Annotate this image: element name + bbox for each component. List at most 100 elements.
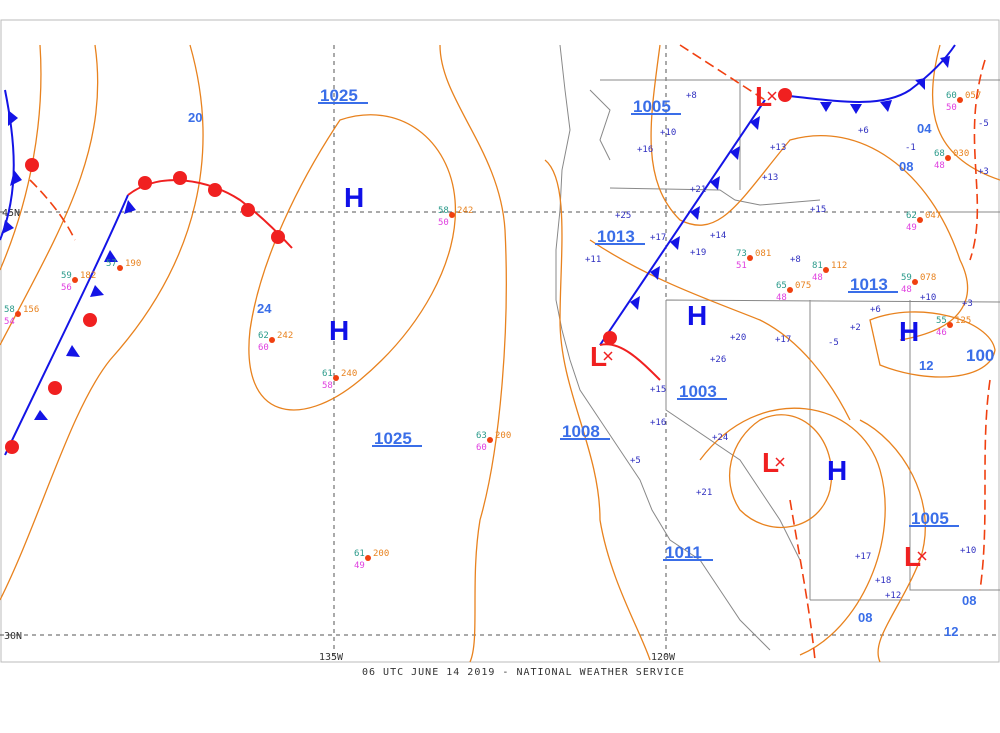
isobar bbox=[439, 44, 507, 663]
pressure-tendency: +17 bbox=[855, 552, 871, 562]
station-pressure: 030 bbox=[953, 149, 969, 159]
isobar-label: 1003 bbox=[679, 382, 717, 401]
station-dewpoint: 58 bbox=[322, 381, 333, 391]
pressure-tendency: +19 bbox=[690, 248, 706, 258]
station-marker bbox=[912, 279, 918, 285]
station-marker bbox=[333, 375, 339, 381]
station-dewpoint: 50 bbox=[946, 103, 957, 113]
pressure-tendency: +15 bbox=[810, 205, 826, 215]
high-pressure-center: H bbox=[344, 182, 364, 213]
station-pressure: 081 bbox=[755, 249, 771, 259]
isobar-label: 1013 bbox=[597, 227, 635, 246]
isobar bbox=[728, 414, 833, 529]
station-dewpoint: 60 bbox=[476, 443, 487, 453]
pressure-tendency: +11 bbox=[585, 255, 601, 265]
station-pressure: 200 bbox=[495, 431, 511, 441]
trough bbox=[969, 59, 986, 261]
station-temperature: 59 bbox=[61, 271, 72, 281]
isobar-label: 1025 bbox=[374, 429, 412, 448]
trough bbox=[29, 179, 76, 241]
pressure-tendency: +10 bbox=[660, 128, 676, 138]
pressure-tendency: +3 bbox=[962, 299, 973, 309]
isobar-label: 1008 bbox=[562, 422, 600, 441]
station-plot: 61 240 58 bbox=[322, 369, 357, 391]
station-temperature: 68 bbox=[934, 149, 945, 159]
station-marker bbox=[365, 555, 371, 561]
station-plots: 58 242 50 59 182 56 57 190 58 156 54 62 242 60 61 240 58… bbox=[4, 91, 981, 571]
pressure-tendency: +16 bbox=[650, 418, 666, 428]
pressure-tendency: +26 bbox=[710, 355, 726, 365]
station-dewpoint: 51 bbox=[736, 261, 747, 271]
lat-30-label: 30N bbox=[4, 631, 22, 642]
high-pressure-center: H bbox=[329, 315, 349, 346]
station-dewpoint: 50 bbox=[438, 218, 449, 228]
isobar-label: 1005 bbox=[633, 97, 671, 116]
graticule bbox=[0, 45, 1000, 655]
isobar-label: 08 bbox=[858, 610, 872, 625]
isobar-label: 1013 bbox=[850, 275, 888, 294]
station-pressure: 047 bbox=[925, 211, 941, 221]
station-dewpoint: 46 bbox=[936, 328, 947, 338]
isobar-label: 24 bbox=[257, 301, 272, 316]
pressure-tendency: +24 bbox=[712, 433, 728, 443]
station-plot: 59 182 56 bbox=[61, 271, 96, 293]
pressure-tendency: +5 bbox=[630, 456, 641, 466]
station-temperature: 65 bbox=[776, 281, 787, 291]
station-temperature: 58 bbox=[438, 206, 449, 216]
station-temperature: 61 bbox=[322, 369, 333, 379]
low-pressure-center: L bbox=[755, 81, 772, 112]
station-pressure: 078 bbox=[920, 273, 936, 283]
isobar-label: 100 bbox=[966, 346, 994, 365]
station-plot: 59 078 48 bbox=[901, 273, 936, 295]
pressure-tendency: +20 bbox=[730, 333, 746, 343]
station-temperature: 58 bbox=[4, 305, 15, 315]
station-dewpoint: 54 bbox=[4, 317, 15, 327]
isobar bbox=[650, 44, 969, 341]
pressure-tendency: +2 bbox=[850, 323, 861, 333]
pressure-tendency: +6 bbox=[858, 126, 869, 136]
station-marker bbox=[72, 277, 78, 283]
station-marker bbox=[945, 155, 951, 161]
isobar-label: 12 bbox=[919, 358, 933, 373]
station-plot: 63 200 60 bbox=[476, 431, 511, 453]
cold-front-triangles bbox=[2, 56, 950, 420]
isobar bbox=[932, 44, 1000, 181]
pressure-tendency: +6 bbox=[870, 305, 881, 315]
warm-front-semicircles bbox=[5, 88, 792, 454]
pressure-tendency: -1 bbox=[905, 143, 916, 153]
station-pressure: 242 bbox=[457, 206, 473, 216]
isobar-1025 bbox=[248, 114, 457, 411]
pressure-tendency: +18 bbox=[875, 576, 891, 586]
station-pressure: 125 bbox=[955, 316, 971, 326]
station-marker bbox=[787, 287, 793, 293]
station-dewpoint: 49 bbox=[906, 223, 917, 233]
trough bbox=[789, 499, 816, 661]
station-dewpoint: 49 bbox=[354, 561, 365, 571]
isobar-label: 20 bbox=[188, 110, 202, 125]
isobar-label: 1025 bbox=[320, 86, 358, 105]
pressure-tendency: +3 bbox=[978, 167, 989, 177]
lon-120-label: 120W bbox=[651, 652, 676, 663]
pressure-tendency: +8 bbox=[790, 255, 801, 265]
pressure-tendency: -5 bbox=[828, 338, 839, 348]
stationary-front bbox=[4, 194, 129, 456]
pressure-tendency: +13 bbox=[770, 143, 786, 153]
station-temperature: 73 bbox=[736, 249, 747, 259]
isobar-label: 08 bbox=[962, 593, 976, 608]
isobar-label: 1005 bbox=[911, 509, 949, 528]
station-plot: 65 075 48 bbox=[776, 281, 811, 303]
isobar-label: 1011 bbox=[665, 543, 702, 562]
coastline-borders bbox=[555, 44, 1000, 651]
low-pressure-center: L bbox=[590, 341, 607, 372]
cold-front bbox=[599, 99, 766, 346]
station-plot: 61 200 49 bbox=[354, 549, 389, 571]
pressure-tendency: +21 bbox=[696, 488, 712, 498]
station-plot: 68 030 48 bbox=[934, 149, 969, 171]
station-temperature: 62 bbox=[906, 211, 917, 221]
trough bbox=[979, 379, 991, 591]
pressure-tendency: +12 bbox=[885, 591, 901, 601]
station-temperature: 59 bbox=[901, 273, 912, 283]
station-pressure: 182 bbox=[80, 271, 96, 281]
station-marker bbox=[269, 337, 275, 343]
station-temperature: 63 bbox=[476, 431, 487, 441]
